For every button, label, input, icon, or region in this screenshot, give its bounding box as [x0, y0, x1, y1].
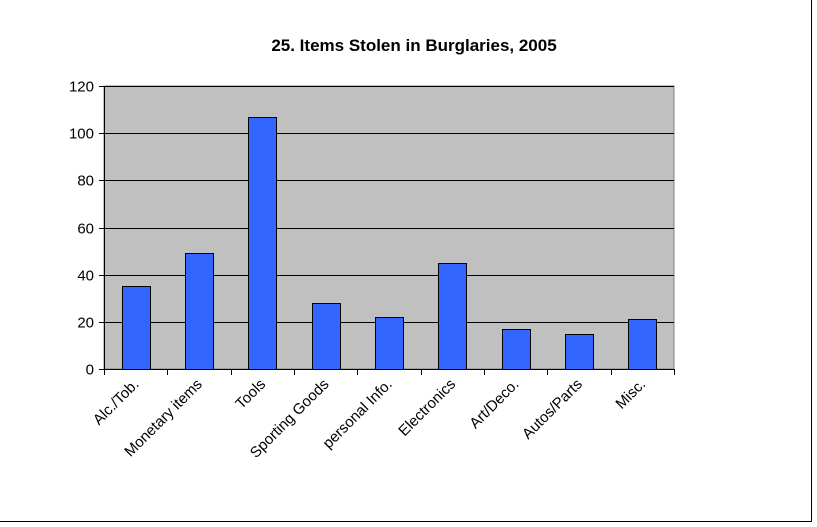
x-category-label: Art/Deco. [466, 376, 522, 432]
x-category-label: Misc. [612, 376, 649, 413]
bar-alc-tob [122, 286, 151, 370]
bar-electronics [438, 263, 467, 370]
bar-misc [628, 319, 657, 370]
chart-title: 25. Items Stolen in Burglaries, 2005 [271, 36, 556, 55]
y-tick-label: 80 [77, 173, 94, 190]
x-category-label: Alc./Tob. [90, 376, 143, 429]
bar-autos-parts [565, 334, 594, 370]
bars [122, 117, 657, 370]
bar-sporting-goods [312, 303, 341, 370]
bar-personal-info [375, 317, 404, 370]
y-axis-tick-labels: 0 20 40 60 80 100 120 [69, 79, 94, 379]
x-category-label: Autos/Parts [519, 376, 586, 443]
bar-monetary-items [185, 253, 214, 370]
bar-art-deco [502, 329, 531, 370]
y-tick-label: 0 [86, 362, 94, 379]
y-tick-label: 20 [77, 315, 94, 332]
x-category-label: Tools [232, 376, 269, 413]
y-tick-label: 120 [69, 79, 94, 96]
axes [99, 86, 675, 375]
y-tick-label: 100 [69, 126, 94, 143]
y-tick-label: 40 [77, 268, 94, 285]
x-category-label: Electronics [395, 376, 459, 440]
y-tick-label: 60 [77, 221, 94, 238]
bar-tools [248, 117, 277, 370]
